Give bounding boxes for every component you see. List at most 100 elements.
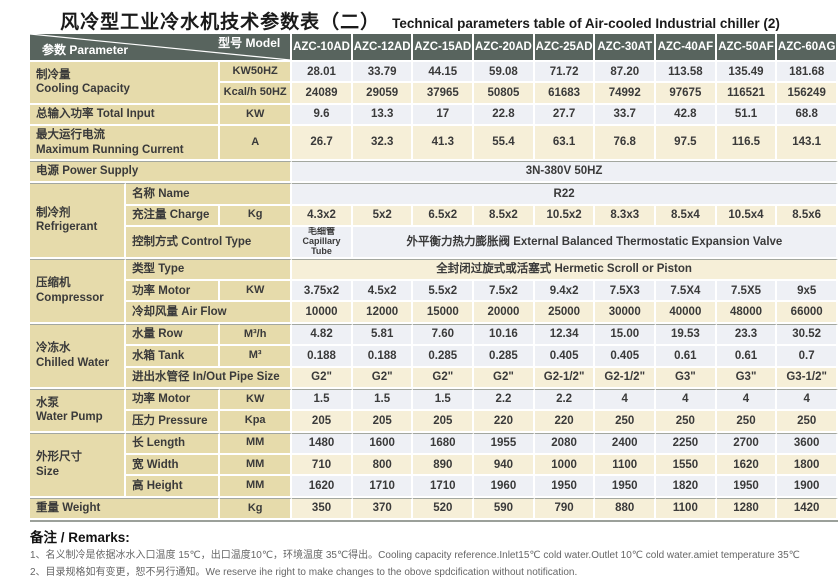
value-cell: 3600 [777, 432, 838, 456]
value-cell: 76.8 [595, 126, 657, 161]
value-cell: 40000 [656, 302, 717, 324]
value-cell: 71.72 [534, 62, 596, 84]
value-cell: 5.81 [352, 323, 414, 347]
row-label: 进出水管径 In/Out Pipe Size [126, 367, 293, 389]
row-label: 电源 Power Supply [30, 160, 293, 184]
value-cell: 0.285 [474, 346, 535, 368]
value-cell: 1620 [292, 476, 353, 498]
table-row: 外形尺寸 Size 长 Length MM 1480 1600 1680 1955 2080 24… [30, 432, 838, 498]
row-label: 外形尺寸 Size [30, 432, 127, 498]
row-label: 高 Height [126, 476, 221, 498]
value-cell: 0.405 [595, 346, 657, 368]
value-cell: 220 [534, 411, 596, 433]
value-cell: 15000 [413, 302, 475, 324]
value-cell: 3.75x2 [292, 281, 353, 303]
row-label: 名称 Name [126, 183, 293, 206]
value-cell: 7.5X4 [656, 281, 717, 303]
value-cell: 1710 [352, 476, 414, 498]
table-row: 压力 Pressure Kpa 205 205 205 220 220 250 250 250 25… [30, 411, 838, 433]
value-cell: 4 [595, 388, 657, 412]
value-cell: 4 [716, 388, 778, 412]
value-cell: G3-1/2" [777, 367, 838, 389]
value-cell: 1950 [534, 476, 596, 498]
table-row: 宽 Width MM 710 800 890 940 1000 1100 1550 1620 180… [30, 455, 838, 477]
value-cell: 116521 [716, 83, 778, 105]
model-header: AZC-60AG [777, 34, 838, 62]
value-cell: 0.61 [656, 346, 717, 368]
unit-cell: MM [220, 432, 293, 456]
value-cell: 外平衡力热力膨胀阀 External Balanced Thermostatic… [352, 227, 838, 259]
table-row: 电源 Power Supply 3N-380V 50HZ [30, 160, 838, 184]
value-cell: 30.52 [777, 323, 838, 347]
model-header: AZC-25AD [534, 34, 596, 62]
value-cell: 4 [656, 388, 717, 412]
value-cell: 44.15 [413, 62, 475, 84]
unit-cell: MM [220, 476, 293, 498]
diagonal-line [30, 34, 290, 60]
table-row: 冷却风量 Air Flow 10000 12000 15000 20000 25000 30… [30, 302, 838, 324]
unit-cell: KW [220, 388, 293, 412]
unit-cell: M³ [220, 346, 293, 368]
value-cell: 2.2 [474, 388, 535, 412]
value-cell: 2080 [534, 432, 596, 456]
value-cell: 4.82 [292, 323, 353, 347]
value-cell: 880 [595, 497, 657, 521]
model-header: AZC-12AD [352, 34, 414, 62]
value-cell: 1480 [292, 432, 353, 456]
value-cell: 220 [474, 411, 535, 433]
row-label: 冷却风量 Air Flow [126, 302, 293, 324]
remarks-title: 备注 / Remarks: [30, 530, 130, 546]
table-row: 进出水管径 In/Out Pipe Size G2" G2" G2" G2" G2-1/2… [30, 367, 838, 389]
value-cell: 1420 [777, 497, 838, 521]
remarks-section: 备注 / Remarks: 1、名义制冷是依据冰水入口温度 15℃，出口温度10… [30, 526, 820, 581]
value-cell: 61683 [534, 83, 596, 105]
parameter-corner-label: 参数 Parameter [42, 43, 129, 57]
value-cell: 51.1 [716, 104, 778, 127]
table-row: 控制方式 Control Type 毛细管 Capillary Tube 外平衡力热力… [30, 227, 838, 259]
unit-cell: M³/h [220, 323, 293, 347]
value-cell: 19.53 [656, 323, 717, 347]
value-cell: 23.3 [716, 323, 778, 347]
value-cell: 48000 [716, 302, 778, 324]
row-label: 压缩机 Compressor [30, 258, 127, 324]
value-cell: 0.405 [534, 346, 596, 368]
value-cell: 1680 [413, 432, 475, 456]
value-cell: 24089 [292, 83, 353, 105]
row-label: 长 Length [126, 432, 221, 456]
value-cell: 26.7 [292, 126, 353, 161]
value-cell: G2" [292, 367, 353, 389]
model-header: AZC-50AF [716, 34, 778, 62]
value-cell: 17 [413, 104, 475, 127]
value-cell: 2400 [595, 432, 657, 456]
value-cell: 0.188 [352, 346, 414, 368]
value-cell: 1100 [656, 497, 717, 521]
table-row: 功率 Motor KW 3.75x2 4.5x2 5.5x2 7.5x2 9.4x2 7.5X… [30, 281, 838, 303]
value-cell: 250 [716, 411, 778, 433]
value-cell: 42.8 [656, 104, 717, 127]
row-label: 冷冻水 Chilled Water [30, 323, 127, 389]
value-cell: 4.5x2 [352, 281, 414, 303]
unit-cell: Kg [220, 205, 293, 227]
title-chinese: 风冷型工业冷水机技术参数表（二） [60, 12, 381, 33]
value-cell: 50805 [474, 83, 535, 105]
value-cell: 7.60 [413, 323, 475, 347]
value-cell: 20000 [474, 302, 535, 324]
value-cell: 1950 [716, 476, 778, 498]
row-label: 功率 Motor [126, 281, 221, 303]
value-cell: 8.5x6 [777, 205, 838, 227]
value-cell: 520 [413, 497, 475, 521]
unit-cell: Kpa [220, 411, 293, 433]
value-cell: 55.4 [474, 126, 535, 161]
value-cell: 29059 [352, 83, 414, 105]
unit-cell: KW50HZ [220, 62, 293, 84]
value-cell: 28.01 [292, 62, 353, 84]
page-title: 风冷型工业冷水机技术参数表（二） Technical parameters ta… [0, 0, 840, 34]
table-row: 制冷剂 Refrigerant 名称 Name R22 [30, 183, 838, 259]
value-cell: 87.20 [595, 62, 657, 84]
table-row: 总输入功率 Total Input KW 9.6 13.3 17 22.8 27.7 33.7… [30, 104, 838, 127]
row-label: 水量 Row [126, 323, 221, 347]
value-cell: 8.5x2 [474, 205, 535, 227]
model-header: AZC-10AD [292, 34, 353, 62]
model-header: AZC-15AD [413, 34, 475, 62]
